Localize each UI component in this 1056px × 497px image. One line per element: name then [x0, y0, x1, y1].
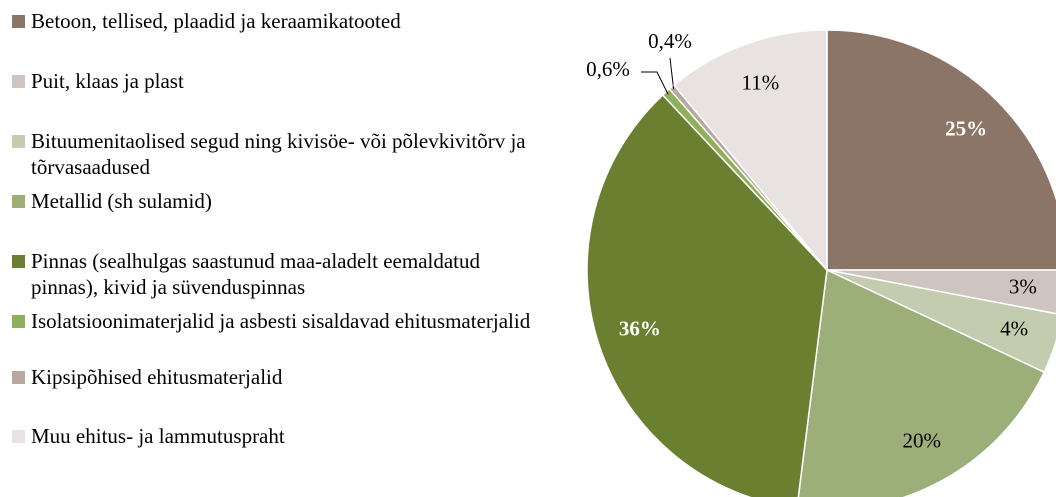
data-label: 3% — [1009, 274, 1037, 298]
data-label: 36% — [619, 317, 661, 341]
pie-slice — [586, 93, 828, 497]
legend-label: Metallid (sh sulamid) — [31, 189, 212, 213]
legend-swatch — [12, 255, 25, 268]
leader-line — [669, 57, 675, 90]
legend-swatch — [12, 15, 25, 28]
data-label: 0,4% — [648, 29, 692, 53]
legend-swatch — [12, 430, 25, 443]
legend-label: Kipsipõhised ehitusmaterjalid — [31, 365, 283, 389]
legend-item: Betoon, tellised, plaadid ja keraamikato… — [12, 8, 552, 34]
leader-line — [641, 71, 669, 95]
legend-swatch — [12, 371, 25, 384]
legend-label: Bituumenitaolised segud ning kivisöe- võ… — [31, 129, 526, 179]
legend-swatch — [12, 195, 25, 208]
pie-slice — [797, 268, 1046, 497]
pie-slice — [826, 29, 1056, 271]
legend-label: Pinnas (sealhulgas saastunud maa-aladelt… — [31, 249, 481, 299]
legend-label: Isolatsioonimaterjalid ja asbesti sisald… — [31, 309, 531, 333]
legend-label: Puit, klaas ja plast — [31, 69, 184, 93]
data-label: 20% — [903, 428, 942, 452]
legend-item: Isolatsioonimaterjalid ja asbesti sisald… — [12, 308, 552, 334]
pie-slice — [826, 269, 1056, 315]
data-label: 0,6% — [586, 57, 630, 81]
legend-item: Metallid (sh sulamid) — [12, 188, 552, 214]
legend-label: Betoon, tellised, plaadid ja keraamikato… — [31, 9, 401, 33]
legend-swatch — [12, 75, 25, 88]
legend-item: Bituumenitaolised segud ning kivisöe- võ… — [12, 128, 552, 180]
legend-swatch — [12, 315, 25, 328]
legend-label: Muu ehitus- ja lammutuspraht — [31, 424, 285, 448]
legend-item: Puit, klaas ja plast — [12, 68, 552, 94]
legend-item: Kipsipõhised ehitusmaterjalid — [12, 364, 552, 390]
data-label: 4% — [1000, 317, 1028, 341]
legend-item: Pinnas (sealhulgas saastunud maa-aladelt… — [12, 248, 552, 300]
data-label: 11% — [741, 71, 779, 95]
legend-swatch — [12, 135, 25, 148]
legend-item: Muu ehitus- ja lammutuspraht — [12, 423, 552, 449]
legend: Betoon, tellised, plaadid ja keraamikato… — [12, 8, 552, 449]
pie-slice — [672, 29, 828, 273]
data-label: 25% — [945, 117, 987, 141]
